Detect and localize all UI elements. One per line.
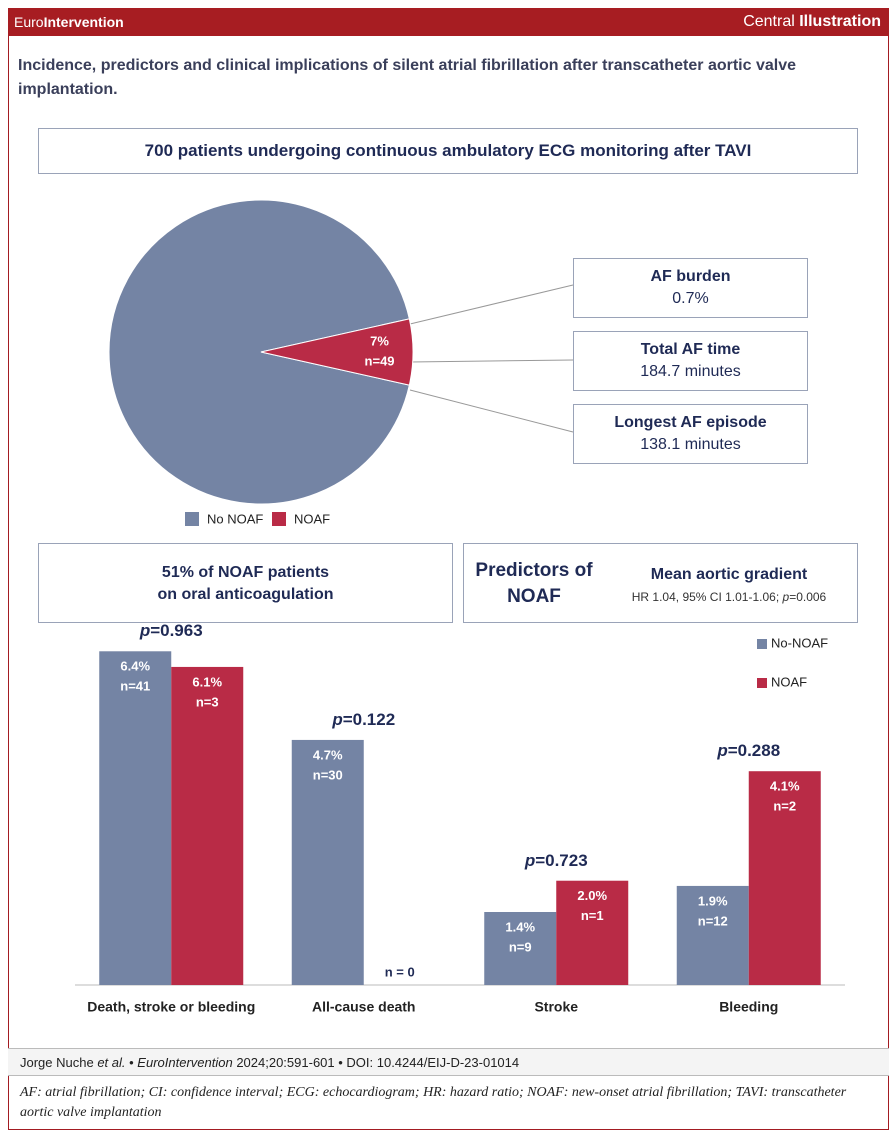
- callout-value: 184.7 minutes: [640, 363, 741, 380]
- bar: [99, 651, 172, 985]
- callout-box: Total AF time 184.7 minutes: [573, 331, 808, 391]
- p-value-text: p=0.122: [332, 709, 396, 729]
- brand-bold: Intervention: [43, 14, 124, 30]
- anticoag-line: on oral anticoagulation: [157, 586, 334, 603]
- label-plain: Central: [743, 13, 800, 30]
- p-value: p=0.122: [304, 710, 424, 730]
- bar-value-label: 1.4%: [505, 919, 535, 934]
- callout-title: AF burden: [650, 268, 731, 285]
- pie-slice: [260, 318, 414, 386]
- bar: [171, 666, 244, 985]
- bar: [556, 880, 629, 985]
- predictors-title-line: Predictors of: [475, 560, 593, 581]
- callout-line: [409, 389, 574, 433]
- bar-value-label: 4.1%: [770, 779, 800, 794]
- bar: [291, 739, 364, 985]
- anticoag-line: 51% of NOAF patients: [161, 564, 330, 581]
- slice-note: n=49: [365, 353, 395, 368]
- bar-value-label: 6.4%: [120, 659, 150, 674]
- brand-plain: Euro: [14, 14, 44, 30]
- x-tick-label: Stroke: [534, 999, 578, 1015]
- bar-value-label: 1.9%: [698, 893, 728, 908]
- x-tick-label: Death, stroke or bleeding: [87, 999, 255, 1015]
- callout-value: 138.1 minutes: [640, 436, 741, 453]
- legend-swatch: [757, 639, 767, 649]
- callout-value: 0.7%: [672, 290, 709, 307]
- predictor-hr: HR 1.04, 95% CI 1.01-1.06;: [631, 590, 783, 604]
- label-bold: Illustration: [799, 13, 881, 30]
- bar-count-label: n=9: [509, 939, 532, 954]
- legend-swatch: [757, 678, 767, 688]
- x-tick-label: All-cause death: [312, 999, 415, 1015]
- bar-count-label: n=12: [698, 913, 728, 928]
- citation: Jorge Nuche et al. • EuroIntervention 20…: [8, 1048, 889, 1076]
- bar-count-label: n=2: [773, 799, 796, 814]
- legend-label: NOAF: [771, 674, 807, 689]
- header: EuroIntervention Central Illustration: [8, 8, 889, 36]
- callout-title: Total AF time: [640, 341, 741, 358]
- bar-count-label: n=1: [581, 908, 604, 923]
- bar: [748, 771, 821, 985]
- callout-line: [409, 284, 574, 325]
- legend-label: No-NOAF: [771, 635, 828, 650]
- legend-swatch: [185, 512, 199, 526]
- p-value: p=0.288: [689, 741, 809, 761]
- anticoag-box: 51% of NOAF patients on oral anticoagula…: [38, 543, 453, 623]
- label: Central Illustration: [743, 13, 881, 31]
- bar-value-label: 4.7%: [313, 747, 343, 762]
- callout-box: AF burden 0.7%: [573, 258, 808, 318]
- p-value: p=0.723: [496, 851, 616, 871]
- bar: [676, 885, 749, 985]
- abbreviations: AF: atrial fibrillation; CI: confidence …: [20, 1085, 847, 1120]
- predictors-title-line: NOAF: [507, 586, 561, 607]
- legend-swatch: [272, 512, 286, 526]
- bar-count-label: n = 0: [385, 964, 415, 979]
- brand: EuroIntervention: [14, 14, 124, 30]
- predictor-p: p=0.006: [782, 590, 827, 604]
- bar-count-label: n=30: [313, 767, 343, 782]
- callout-title: Longest AF episode: [614, 414, 767, 431]
- p-value: p=0.963: [111, 621, 231, 641]
- legend-label: NOAF: [294, 511, 330, 526]
- bar-value-label: 6.1%: [192, 674, 222, 689]
- bar-value-label: 2.0%: [577, 888, 607, 903]
- predictor-stats: HR 1.04, 95% CI 1.01-1.06; p=0.006: [604, 590, 854, 604]
- citation-part: EuroIntervention: [137, 1055, 233, 1070]
- citation-part: 2024;20:591-601 • DOI: 10.4244/EIJ-D-23-…: [232, 1055, 520, 1070]
- bar-count-label: n=3: [196, 694, 219, 709]
- subtitle: Incidence, predictors and clinical impli…: [18, 57, 797, 98]
- x-tick-label: Bleeding: [719, 999, 778, 1015]
- callout-box: Longest AF episode 138.1 minutes: [573, 404, 808, 464]
- citation-part: •: [125, 1055, 138, 1070]
- legend-label: No NOAF: [207, 511, 263, 526]
- citation-part: Jorge Nuche: [20, 1055, 98, 1070]
- p-value-text: p=0.288: [717, 741, 781, 761]
- predictor-name: Mean aortic gradient: [650, 566, 808, 583]
- callout-line: [409, 359, 574, 363]
- bar: [484, 912, 557, 985]
- p-value-text: p=0.723: [524, 850, 588, 870]
- pie-slice: [108, 199, 410, 505]
- pie-title: 700 patients undergoing continuous ambul…: [38, 128, 858, 174]
- predictors-box: Predictors of NOAF Mean aortic gradient …: [463, 543, 858, 623]
- predictors-title: Predictors of NOAF: [474, 558, 594, 610]
- citation-part: et al.: [97, 1055, 126, 1070]
- p-value-text: p=0.963: [139, 621, 203, 641]
- slice-label: 7%: [370, 333, 389, 348]
- bar-count-label: n=41: [120, 679, 150, 694]
